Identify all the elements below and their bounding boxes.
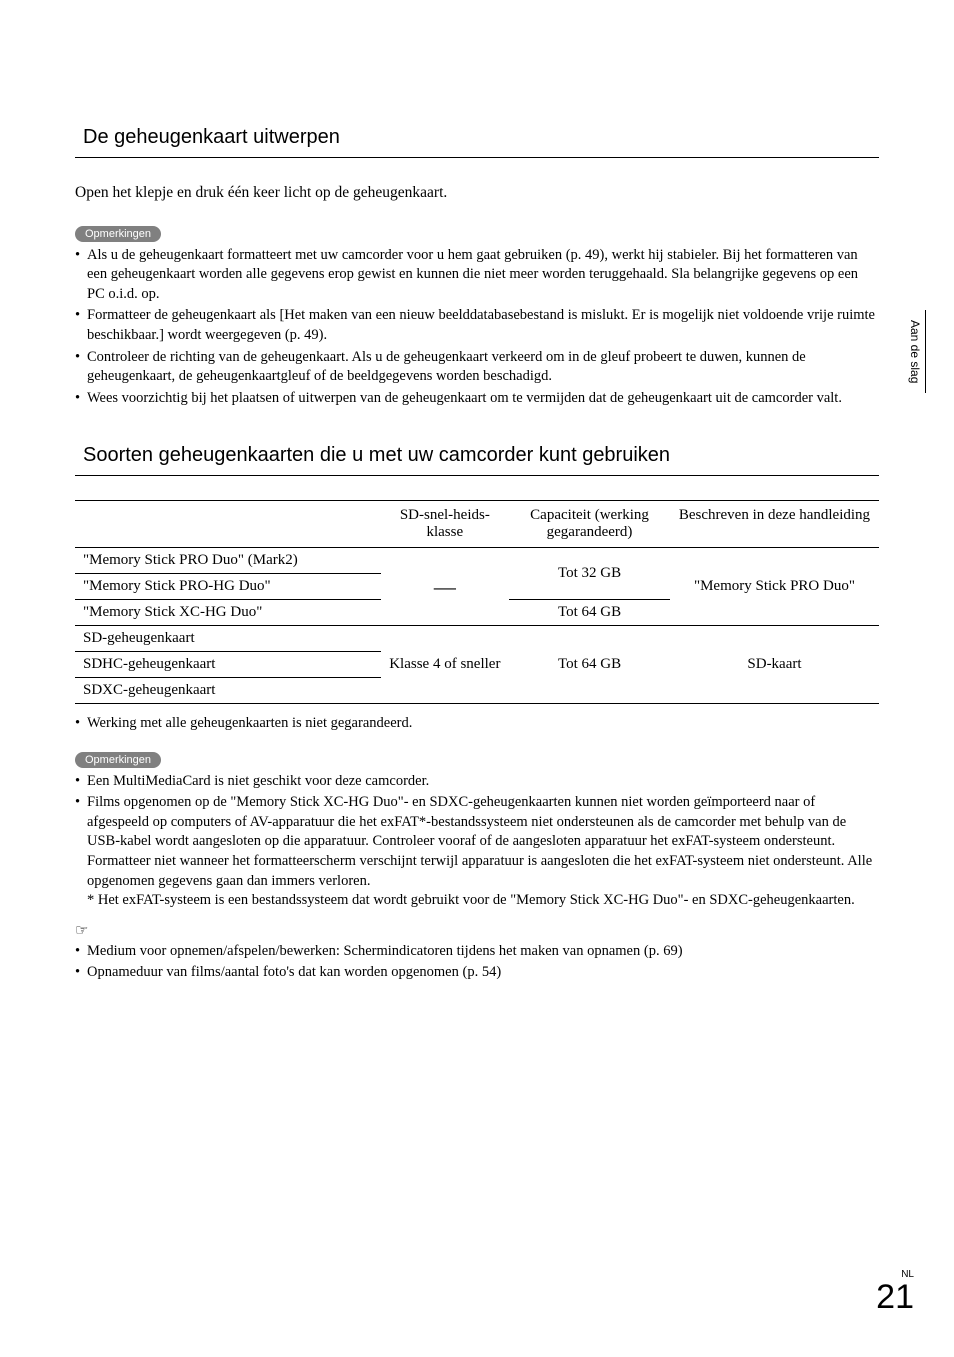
list-item: Een MultiMediaCard is niet geschikt voor… [75,772,879,792]
list-item: Medium voor opnemen/afspelen/bewerken: S… [75,942,879,962]
reference-list: Medium voor opnemen/afspelen/bewerken: S… [75,942,879,983]
table-cell: — [381,548,510,626]
heading-eject-card: De geheugenkaart uitwerpen [75,120,879,158]
page-footer: NL 21 [876,1269,914,1317]
table-cell: Klasse 4 of sneller [381,626,510,704]
table-cell: SDXC-geheugenkaart [75,678,381,704]
table-cell: SD-geheugenkaart [75,626,381,652]
table-cell: "Memory Stick XC-HG Duo" [75,600,381,626]
side-tab: Aan de slag [905,310,926,393]
list-item: Opnameduur van films/aantal foto's dat k… [75,963,879,983]
table-header: SD-snel-heids-klasse [381,501,510,548]
table-cell: Tot 64 GB [509,626,670,704]
table-header [75,501,381,548]
intro-text: Open het klepje en druk één keer licht o… [75,182,879,204]
table-header: Beschreven in deze handleiding [670,501,879,548]
table-cell: Tot 32 GB [509,548,670,600]
list-item: Films opgenomen op de "Memory Stick XC-H… [75,793,879,910]
list-item: Als u de geheugenkaart formatteert met u… [75,246,879,305]
table-header: Capaciteit (werking gegarandeerd) [509,501,670,548]
heading-card-types: Soorten geheugenkaarten die u met uw cam… [75,438,879,476]
memory-card-table: SD-snel-heids-klasse Capaciteit (werking… [75,500,879,704]
table-cell: "Memory Stick PRO Duo" [670,548,879,626]
list-item: Wees voorzichtig bij het plaatsen of uit… [75,389,879,409]
table-cell: "Memory Stick PRO Duo" (Mark2) [75,548,381,574]
table-cell: "Memory Stick PRO-HG Duo" [75,574,381,600]
note-badge: Opmerkingen [75,752,161,768]
notes-list-1: Als u de geheugenkaart formatteert met u… [75,246,879,409]
table-footnote: Werking met alle geheugenkaarten is niet… [75,714,879,734]
notes-list-2: Een MultiMediaCard is niet geschikt voor… [75,772,879,911]
hand-pointer-icon: ☞ [75,921,879,940]
list-item: Formatteer de geheugenkaart als [Het mak… [75,306,879,345]
table-cell: SD-kaart [670,626,879,704]
table-cell: Tot 64 GB [509,600,670,626]
list-item: Controleer de richting van de geheugenka… [75,348,879,387]
page-number: 21 [876,1278,914,1316]
note-badge: Opmerkingen [75,226,161,242]
table-cell: SDHC-geheugenkaart [75,652,381,678]
